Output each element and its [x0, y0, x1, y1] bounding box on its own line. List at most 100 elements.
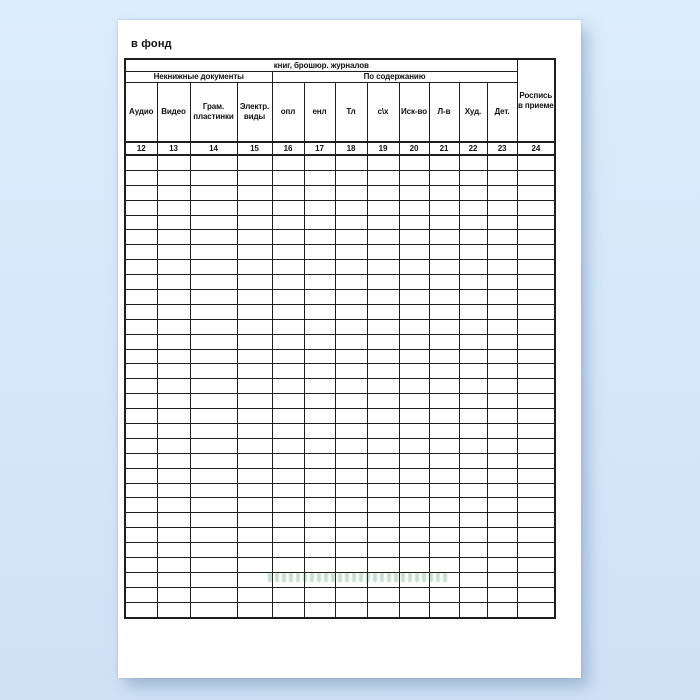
empty-cell [236, 318, 273, 335]
empty-cell [366, 586, 400, 603]
empty-cell [156, 557, 191, 573]
empty-cell [189, 452, 238, 469]
empty-cell [189, 303, 238, 320]
empty-cell [458, 452, 488, 469]
empty-cell [271, 423, 305, 439]
empty-cell [428, 497, 460, 514]
column-header-iskvo: Иск-во [398, 82, 430, 143]
empty-cell [124, 229, 158, 246]
empty-cell [334, 184, 368, 201]
table-row [124, 378, 556, 395]
empty-cell [303, 363, 336, 380]
empty-cell [236, 229, 273, 246]
empty-cell [334, 289, 368, 305]
table-row [124, 482, 556, 499]
empty-cell [124, 333, 158, 350]
empty-cell [458, 601, 488, 619]
empty-cell [486, 408, 518, 425]
empty-cell [458, 259, 488, 276]
empty-cell [303, 274, 336, 291]
empty-cell [271, 169, 305, 186]
column-number-cell: 24 [516, 141, 556, 156]
empty-cell [271, 348, 305, 365]
empty-cell [398, 184, 430, 201]
empty-cell [303, 154, 336, 171]
empty-cell [516, 586, 556, 603]
empty-cell [398, 154, 430, 171]
empty-cell [516, 423, 556, 439]
table-row [124, 214, 556, 231]
empty-cell [398, 303, 430, 320]
empty-cell [486, 378, 518, 395]
empty-cell [236, 586, 273, 603]
empty-cell [271, 154, 305, 171]
empty-cell [486, 467, 518, 484]
empty-cell [124, 482, 158, 499]
empty-cell [124, 452, 158, 469]
empty-cell [334, 437, 368, 454]
empty-cell [303, 557, 336, 573]
empty-cell [156, 214, 191, 231]
empty-cell [486, 274, 518, 291]
empty-cell [156, 169, 191, 186]
empty-cell [334, 259, 368, 276]
empty-cell [516, 184, 556, 201]
empty-cell [458, 571, 488, 588]
empty-cell [271, 557, 305, 573]
empty-cell [271, 318, 305, 335]
signature-header-cell: Роспись в приеме [516, 58, 556, 143]
empty-cell [189, 437, 238, 454]
empty-cell [398, 259, 430, 276]
empty-cell [334, 527, 368, 544]
empty-cell [486, 586, 518, 603]
column-number-cell: 14 [189, 141, 238, 156]
empty-cell [366, 408, 400, 425]
empty-cell [398, 437, 430, 454]
empty-cell [334, 497, 368, 514]
empty-cell [516, 259, 556, 276]
empty-cell [428, 274, 460, 291]
empty-cell [156, 318, 191, 335]
empty-cell [516, 437, 556, 454]
empty-cell [458, 318, 488, 335]
empty-cell [189, 259, 238, 276]
empty-cell [458, 557, 488, 573]
empty-cell [271, 199, 305, 216]
empty-cell [236, 408, 273, 425]
table-body [124, 154, 556, 619]
empty-cell [398, 527, 430, 544]
empty-cell [398, 586, 430, 603]
empty-cell [303, 467, 336, 484]
empty-cell [458, 289, 488, 305]
empty-cell [124, 289, 158, 305]
empty-cell [156, 497, 191, 514]
empty-cell [366, 303, 400, 320]
empty-cell [156, 244, 191, 261]
empty-cell [428, 318, 460, 335]
empty-cell [303, 512, 336, 529]
empty-cell [458, 169, 488, 186]
empty-cell [236, 274, 273, 291]
empty-cell [398, 497, 430, 514]
empty-cell [271, 259, 305, 276]
empty-cell [236, 467, 273, 484]
empty-cell [516, 348, 556, 365]
column-number-cell: 22 [458, 141, 488, 156]
empty-cell [458, 333, 488, 350]
empty-cell [334, 571, 368, 588]
empty-cell [303, 333, 336, 350]
empty-cell [124, 363, 158, 380]
empty-cell [236, 199, 273, 216]
empty-cell [398, 289, 430, 305]
empty-cell [156, 289, 191, 305]
table-row [124, 318, 556, 335]
empty-cell [236, 393, 273, 410]
table-row [124, 437, 556, 454]
empty-cell [124, 467, 158, 484]
empty-cell [366, 393, 400, 410]
empty-cell [486, 169, 518, 186]
empty-cell [366, 199, 400, 216]
column-number-cell: 13 [156, 141, 191, 156]
empty-cell [189, 289, 238, 305]
empty-cell [486, 497, 518, 514]
